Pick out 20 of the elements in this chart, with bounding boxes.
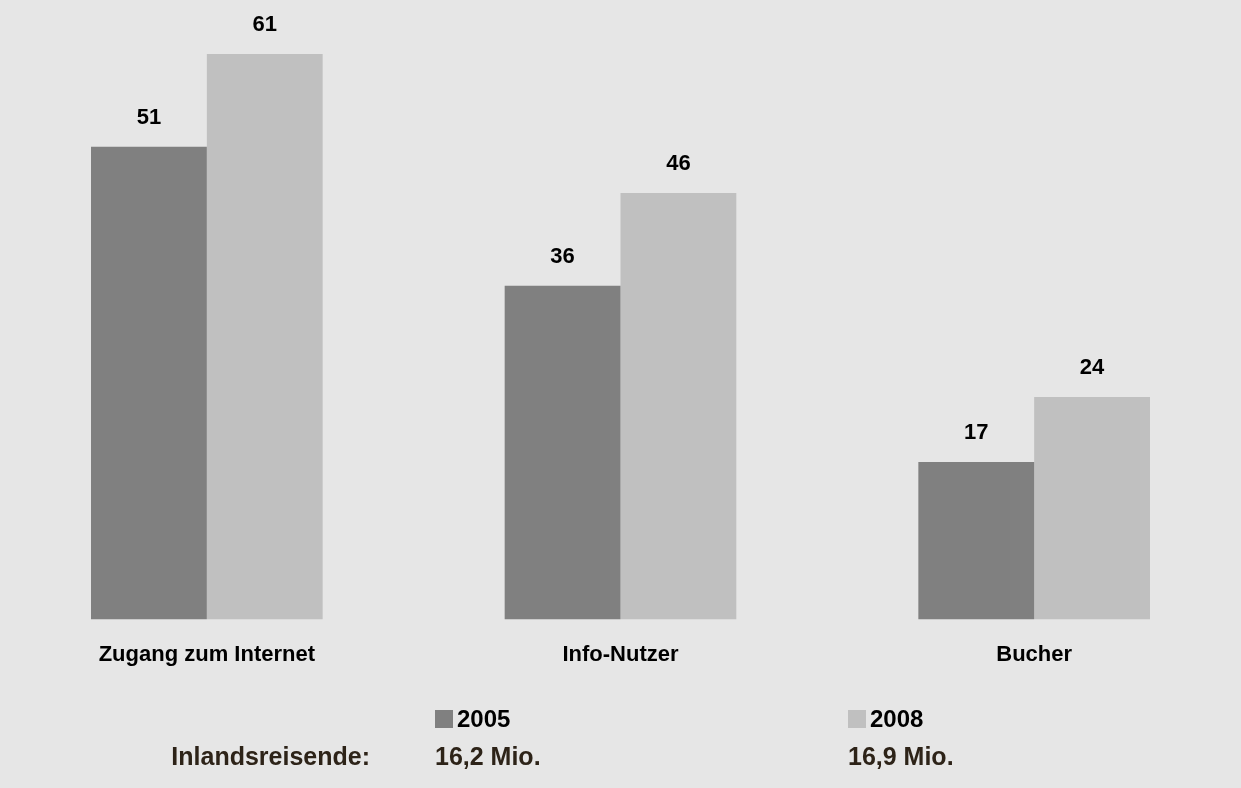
text: 16,9 Mio. (847, 742, 955, 771)
data-label: 24 (1079, 354, 1106, 380)
bar (504, 285, 621, 620)
bar (206, 54, 323, 620)
data-label: 17 (964, 419, 989, 445)
bar (620, 193, 737, 620)
legend-label: 2008 (869, 705, 925, 733)
data-label: 36 (550, 242, 575, 268)
bar (918, 461, 1035, 620)
bar (91, 146, 207, 620)
bar (1034, 397, 1150, 620)
legend-label: 2005 (456, 705, 512, 733)
data-label: 61 (252, 11, 277, 37)
data-label: 51 (136, 103, 162, 129)
data-label: 46 (666, 150, 691, 176)
x-tick-label: Zugang zum Internet (98, 640, 316, 666)
x-tick-label: Info-Nutzer (562, 640, 679, 666)
text: Inlandsreisende: (170, 742, 371, 771)
x-tick-label: Bucher (996, 640, 1073, 666)
text: 16,2 Mio. (434, 742, 542, 771)
